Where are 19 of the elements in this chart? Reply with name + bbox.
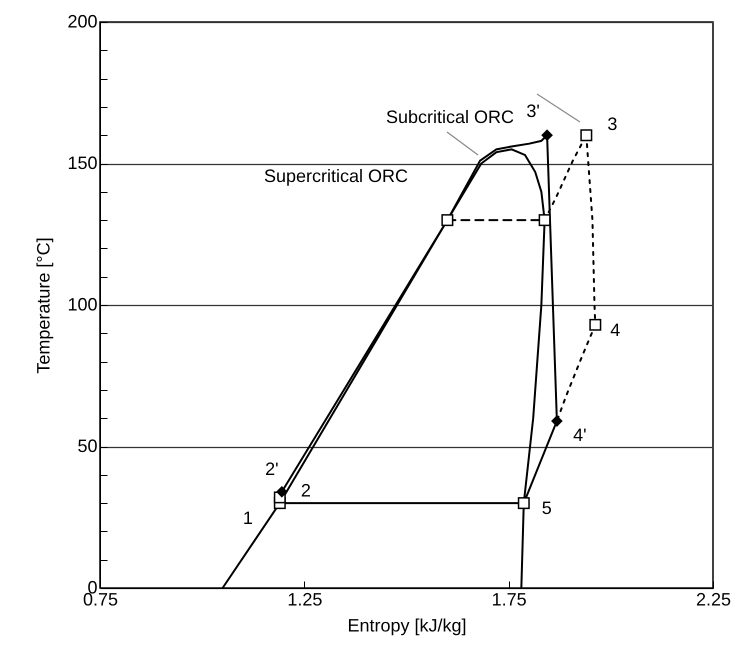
y-tick-label: 150 <box>67 153 98 173</box>
x-tick-label: 2.25 <box>696 590 732 610</box>
annotation: 3' <box>526 101 540 122</box>
annotation: 1 <box>242 508 253 528</box>
annotation: 4 <box>610 320 620 340</box>
annotation: 2 <box>300 480 311 500</box>
annotation: Subcritical ORC <box>386 107 514 127</box>
annotation: 5 <box>542 498 552 518</box>
annotation: 4' <box>573 425 587 446</box>
y-tick-label: 100 <box>67 294 98 314</box>
x-tick-label: 1.75 <box>492 590 527 610</box>
annotation: 2' <box>265 458 279 479</box>
y-tick-label: 50 <box>77 436 98 456</box>
y-tick-label: 200 <box>67 12 98 32</box>
x-tick-label: 1.25 <box>287 590 322 610</box>
x-axis-title: Entropy [kJ/kg] <box>347 616 467 636</box>
annotation: 3 <box>607 114 618 134</box>
annotation: Supercritical ORC <box>264 166 408 186</box>
y-axis-title: Temperature [°C] <box>33 237 54 374</box>
